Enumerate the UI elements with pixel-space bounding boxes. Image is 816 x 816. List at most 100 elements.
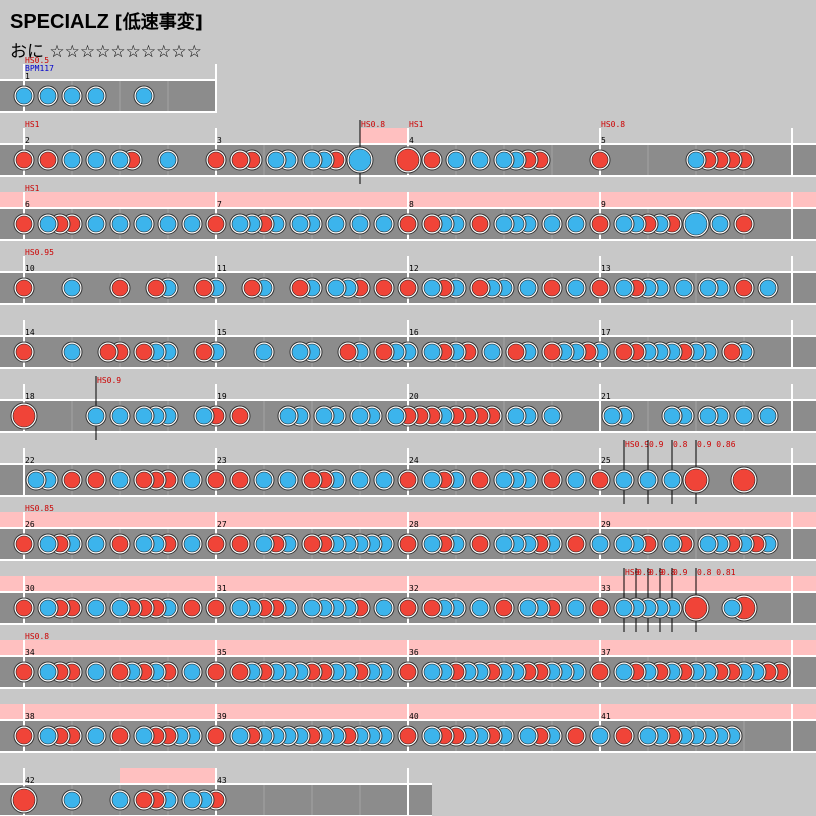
difficulty-row: おに ☆☆☆☆☆☆☆☆☆☆ [10,37,202,62]
ka-note-fill [699,535,717,553]
ka-note-fill [135,727,153,745]
ka-note-fill [699,279,717,297]
don-note-fill [399,215,417,233]
ka-note-fill [483,343,501,361]
measure-number: 22 [25,456,35,465]
ka-note-fill [135,407,153,425]
ka-note-fill [111,215,129,233]
ka-note-fill [231,215,249,233]
ka-note-fill [183,791,201,809]
song-title: SPECIALZ [低速事変] [10,8,203,34]
ka-note-fill [423,727,441,745]
ka-note-fill [375,471,393,489]
ka-note-fill [423,279,441,297]
measure-number: 20 [409,392,419,401]
measure-number: 33 [601,584,611,593]
ka-note-fill [447,151,465,169]
ka-note-fill [567,215,585,233]
don-note-fill [15,599,33,617]
ka-note-fill [63,791,81,809]
don-note-fill [615,727,633,745]
ka-note-fill [135,87,153,105]
scroll-event-label: HS0.9 [625,440,649,449]
ka-note-fill [519,727,537,745]
ka-note-fill [39,215,57,233]
bpm-label: BPM117 [25,64,54,73]
measure-number: 30 [25,584,35,593]
lane-bottom-border [0,111,216,113]
measure-number: 37 [601,648,611,657]
don-note-fill [732,468,756,492]
don-note-fill [399,663,417,681]
don-note-fill [111,535,129,553]
measure-number: 34 [25,648,35,657]
don-note-fill [291,279,309,297]
scroll-event-label: HS1 [409,120,424,129]
ka-note-fill [183,215,201,233]
measure-number: 16 [409,328,419,337]
measure-number: 1 [25,72,30,81]
ka-note-fill [63,151,81,169]
measure-number: 7 [217,200,222,209]
don-note-fill [375,279,393,297]
don-note-fill [735,215,753,233]
ka-note-fill [471,151,489,169]
ka-note-fill [423,343,441,361]
don-note-fill [147,279,165,297]
ka-note-fill [87,727,105,745]
don-note-fill [207,215,225,233]
ka-note-fill [567,599,585,617]
don-note-fill [231,535,249,553]
ka-note-fill [663,471,681,489]
don-note-fill [543,279,561,297]
don-note-fill [15,535,33,553]
measure-number: 42 [25,776,35,785]
don-note-fill [399,599,417,617]
don-note-fill [423,151,441,169]
ka-note-fill [423,663,441,681]
ka-note-fill [495,535,513,553]
don-note-fill [735,279,753,297]
ka-note-fill [519,279,537,297]
ka-note-fill [495,471,513,489]
ka-note-fill [87,151,105,169]
measure-number: 14 [25,328,35,337]
ka-note-fill [615,535,633,553]
ka-note-fill [684,212,708,236]
don-note-fill [567,727,585,745]
ka-note-fill [39,727,57,745]
don-note-fill [591,471,609,489]
ka-note-fill [387,407,405,425]
scroll-speed-band [360,128,408,146]
measure-number: 21 [601,392,611,401]
measure-number: 36 [409,648,419,657]
don-note-fill [471,215,489,233]
ka-note-fill [39,535,57,553]
don-note-fill [15,279,33,297]
scroll-event-label: HS0.95 [25,248,54,257]
ka-note-fill [543,215,561,233]
don-note-fill [195,343,213,361]
don-note-fill [87,471,105,489]
measure-number: 43 [217,776,227,785]
don-note-fill [471,279,489,297]
don-note-fill [396,148,420,172]
scroll-event-label: 0.8 [673,440,688,449]
note-lane [0,81,216,111]
don-note-fill [303,535,321,553]
ka-note-fill [699,407,717,425]
don-note-fill [231,663,249,681]
ka-note-fill [87,87,105,105]
difficulty-stars: ☆☆☆☆☆☆☆☆☆☆ [49,42,202,62]
ka-note-fill [423,471,441,489]
lane-top-border [0,79,216,81]
ka-note-fill [183,471,201,489]
ka-note-fill [63,343,81,361]
ka-note-fill [423,535,441,553]
ka-note-fill [183,663,201,681]
ka-note-fill [759,407,777,425]
scroll-event-label: HS0.9 [97,376,121,385]
ka-note-fill [471,599,489,617]
don-note-fill [207,151,225,169]
